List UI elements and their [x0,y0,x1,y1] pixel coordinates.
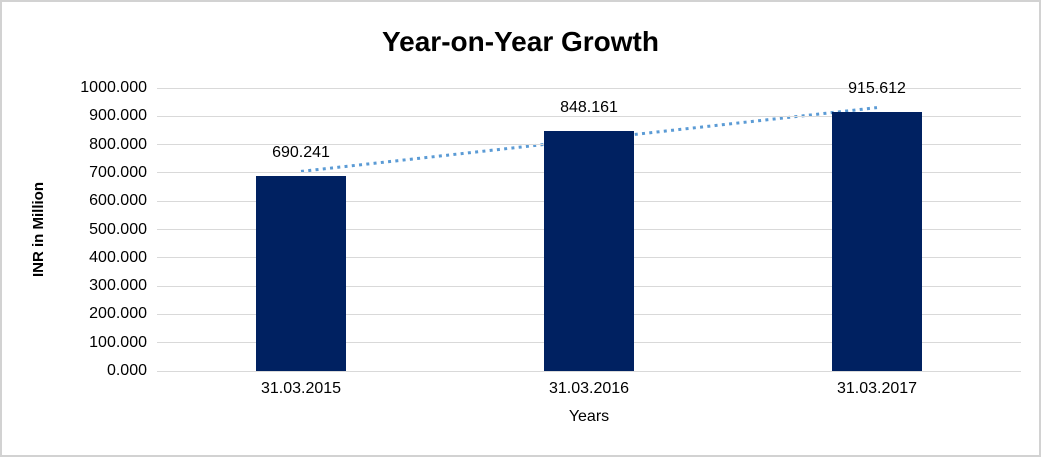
y-axis-tick-labels: 0.000 100.000 200.000 300.000 400.000 500.000… [52,79,147,379]
bar-data-label: 915.612 [848,79,906,97]
x-axis-tick-labels: 31.03.2015 31.03.2016 31.03.2017 [157,379,1021,401]
y-tick-label: 100.000 [89,333,147,351]
gridline [157,370,1021,372]
x-tick-label: 31.03.2016 [548,380,630,397]
y-tick-label: 600.000 [89,192,147,210]
y-tick-label: 300.000 [89,277,147,295]
x-axis-title: Years [568,408,610,425]
y-tick-label: 800.000 [89,135,147,153]
y-tick-label: 0.000 [106,362,147,379]
y-axis-title: INR in Million [29,182,47,277]
bar [832,111,922,371]
x-tick-label: 31.03.2015 [260,380,342,397]
gridline [157,115,1021,117]
chart-title: Year-on-Year Growth [382,26,659,57]
bar [544,130,634,371]
plot-area: 690.241 848.161 915.612 [157,80,1021,372]
trendline [300,106,878,173]
bar-data-label: 690.241 [272,143,330,161]
bar [256,175,346,371]
x-tick-label: 31.03.2017 [836,380,918,397]
bar-data-label: 848.161 [560,98,618,116]
y-tick-label: 200.000 [89,305,147,323]
y-tick-label: 400.000 [89,248,147,266]
gridline [157,87,1021,89]
y-tick-label: 500.000 [89,220,147,238]
y-tick-label: 700.000 [89,163,147,181]
y-tick-label: 900.000 [89,107,147,125]
trendline-segment [300,106,878,173]
y-tick-label: 1000.000 [80,79,147,96]
